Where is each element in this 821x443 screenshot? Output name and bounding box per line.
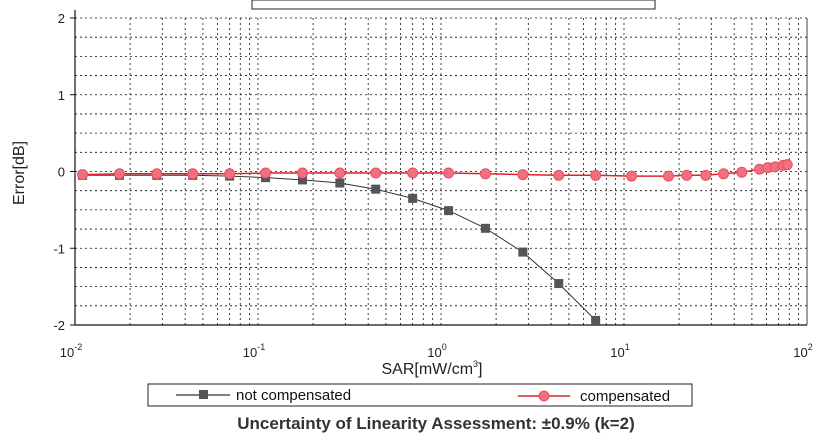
y-tick-label: -2 [53,318,65,333]
data-point [517,169,529,181]
axes [74,10,808,326]
data-point [718,168,730,180]
legend-marker-compensated [538,390,550,402]
legend-marker-not-compensated [199,390,208,399]
data-point [554,279,564,289]
data-point [408,193,418,203]
data-point [335,178,345,188]
data-point [479,168,491,180]
data-point [736,166,748,178]
x-tick-label: 101 [610,342,629,360]
data-point [297,175,307,185]
series-layer [77,159,793,325]
data-point [590,169,602,181]
data-point [407,167,419,179]
data-point [553,169,565,181]
chart-caption: Uncertainty of Linearity Assessment: ±0.… [237,414,634,433]
data-point [444,206,454,216]
legend-box [147,383,693,407]
y-tick-label: 0 [58,165,65,180]
data-point [151,168,163,180]
x-tick-label: 10-1 [243,342,265,360]
data-point [700,169,712,181]
data-point [591,315,601,325]
legend-label-compensated: compensated [580,388,670,405]
x-axis-label: SAR[mW/cm3] [381,359,482,378]
data-point [371,184,381,194]
data-point [113,168,125,180]
y-tick-label: 2 [58,11,65,26]
x-tick-label: 10-2 [60,342,82,360]
data-point [77,169,89,181]
data-point [518,247,528,257]
x-tick-label: 100 [427,342,446,360]
data-point [626,170,638,182]
data-point [480,223,490,233]
data-point [681,169,693,181]
data-point [781,159,793,171]
data-point [662,170,674,182]
data-point [187,168,199,180]
legend: not compensated compensated [147,383,693,407]
y-tick-label: 1 [58,88,65,103]
top-box [251,0,656,10]
y-axis-label: Error[dB] [11,141,28,205]
data-point [296,167,308,179]
y-tick-label: -1 [53,241,65,256]
data-point [370,167,382,179]
data-point [260,167,272,179]
x-tick-labels: 10-2 10-1 100 101 102 [60,342,813,360]
grid [75,17,807,325]
legend-label-not-compensated: not compensated [236,387,351,404]
x-tick-label: 102 [793,342,812,360]
data-point [334,167,346,179]
series-compensated [77,159,793,182]
data-point [443,167,455,179]
data-point [224,168,236,180]
y-tick-labels: 2 1 0 -1 -2 [53,11,75,333]
